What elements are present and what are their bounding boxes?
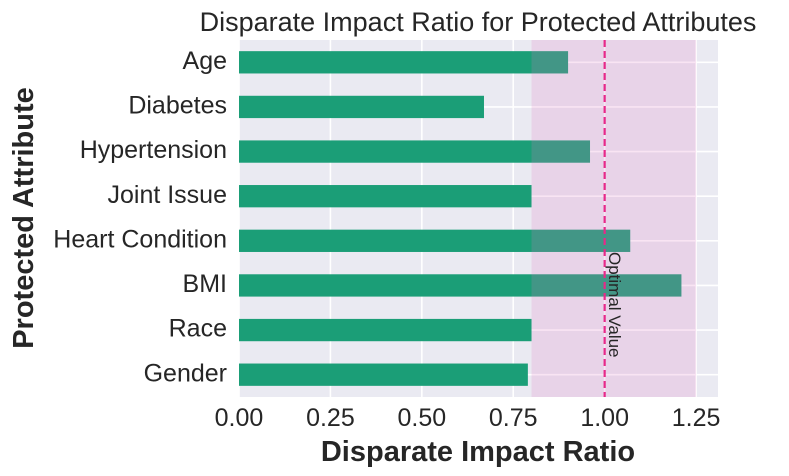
y-tick-label: Diabetes: [128, 92, 227, 120]
bar-race: [239, 318, 532, 342]
bar-diabetes: [239, 95, 484, 119]
y-tick-label: Gender: [144, 359, 227, 387]
bar-age: [239, 51, 569, 74]
fair-region-band: [531, 40, 697, 397]
y-tick-labels: Age Diabetes Hypertension Joint Issue Heart …: [53, 47, 227, 387]
bar-bmi: [239, 274, 682, 297]
x-tick-label: 0.75: [489, 404, 538, 432]
y-tick-label: Hypertension: [80, 136, 227, 164]
y-tick-label: Race: [169, 315, 227, 343]
x-tick-label: 1.25: [672, 404, 721, 432]
bar-hypertension: [239, 140, 591, 163]
y-tick-label: BMI: [183, 270, 227, 298]
x-tick-label: 0.00: [215, 404, 264, 432]
y-tick-label: Heart Condition: [53, 225, 227, 253]
chart-title: Disparate Impact Ratio for Protected Att…: [200, 7, 757, 37]
x-tick-label: 1.00: [580, 404, 629, 432]
x-axis-label: Disparate Impact Ratio: [321, 436, 635, 468]
y-tick-label: Age: [183, 47, 227, 75]
bar-heart-condition: [239, 229, 631, 252]
x-tick-label: 0.50: [397, 404, 446, 432]
y-axis-label: Protected Attribute: [8, 87, 40, 349]
optimal-value-label: Optimal Value: [605, 252, 624, 358]
bar-gender: [239, 363, 528, 386]
y-tick-label: Joint Issue: [107, 181, 227, 209]
bar-series: [239, 51, 682, 386]
bar-joint-issue: [239, 185, 532, 208]
x-tick-labels: 0.00 0.25 0.50 0.75 1.00 1.25: [215, 404, 721, 432]
x-tick-label: 0.25: [306, 404, 355, 432]
